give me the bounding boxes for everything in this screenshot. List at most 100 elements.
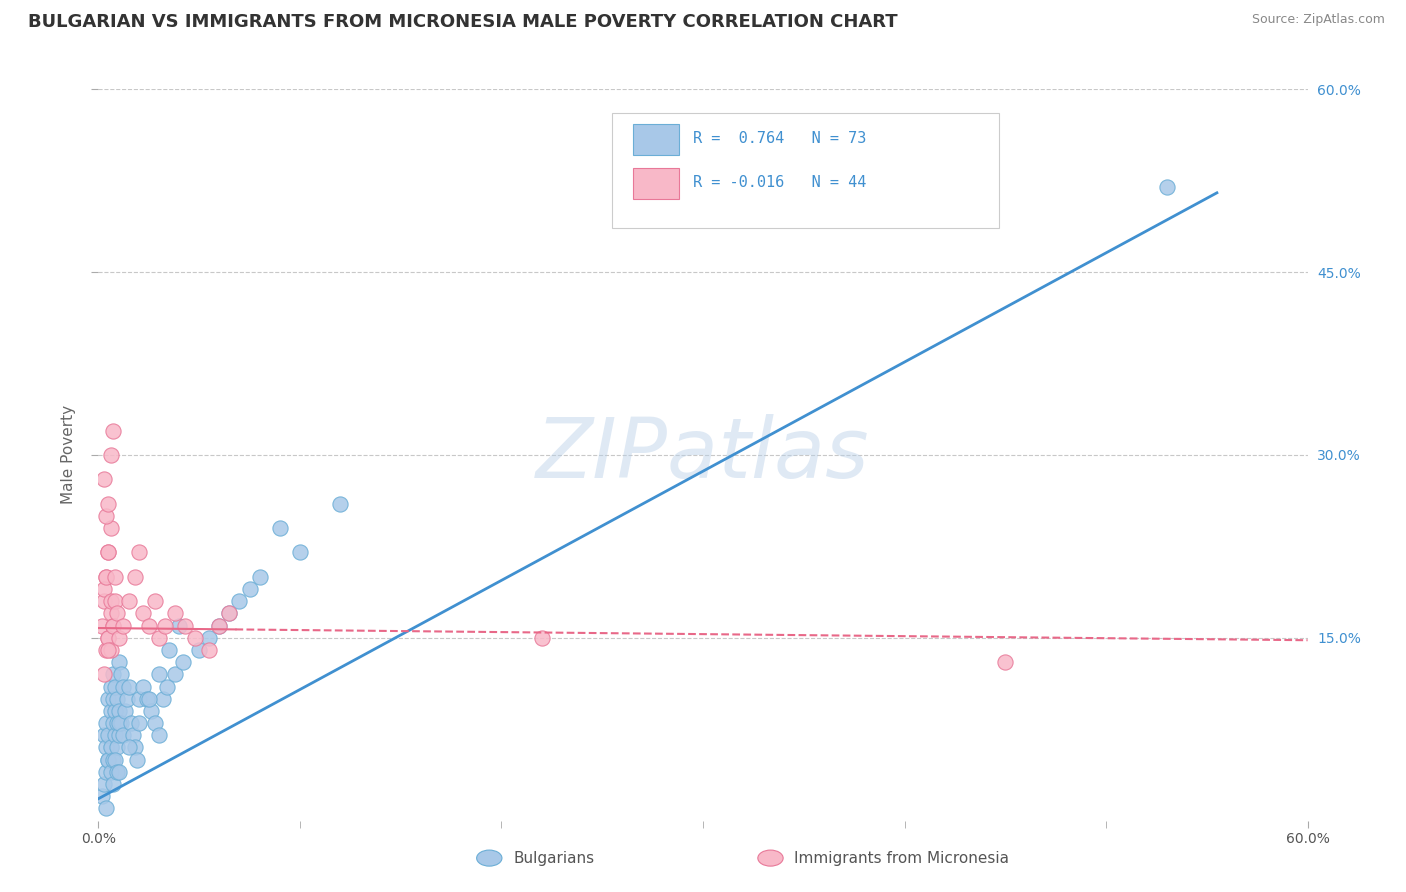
Point — [105, 740, 128, 755]
Point — [994, 655, 1017, 669]
Point — [132, 607, 155, 621]
Circle shape — [477, 850, 502, 866]
Point — [107, 631, 129, 645]
Point — [100, 607, 122, 621]
Point — [96, 508, 118, 523]
Point — [97, 753, 120, 767]
Point — [111, 618, 134, 632]
Point — [124, 740, 146, 755]
Point — [288, 545, 311, 559]
Point — [96, 716, 118, 731]
Point — [93, 777, 115, 791]
Point — [135, 691, 157, 706]
Point — [107, 704, 129, 718]
Point — [97, 753, 120, 767]
Point — [163, 607, 186, 621]
Point — [249, 570, 271, 584]
Point — [93, 582, 115, 596]
Point — [218, 607, 240, 621]
Point — [218, 607, 240, 621]
Point — [103, 704, 125, 718]
Text: BULGARIAN VS IMMIGRANTS FROM MICRONESIA MALE POVERTY CORRELATION CHART: BULGARIAN VS IMMIGRANTS FROM MICRONESIA … — [28, 13, 898, 31]
Point — [198, 631, 221, 645]
Point — [111, 728, 134, 742]
Point — [118, 680, 141, 694]
Point — [96, 570, 118, 584]
Point — [101, 618, 124, 632]
Point — [1156, 179, 1178, 194]
Point — [96, 740, 118, 755]
Point — [97, 643, 120, 657]
Point — [100, 764, 122, 779]
Point — [163, 667, 186, 681]
Point — [97, 631, 120, 645]
Text: Source: ZipAtlas.com: Source: ZipAtlas.com — [1251, 13, 1385, 27]
Point — [96, 764, 118, 779]
Point — [96, 570, 118, 584]
Point — [115, 691, 138, 706]
FancyBboxPatch shape — [613, 112, 1000, 228]
Point — [128, 691, 150, 706]
Point — [97, 497, 120, 511]
Text: ZIPatlas: ZIPatlas — [536, 415, 870, 495]
Point — [118, 594, 141, 608]
Point — [148, 667, 170, 681]
Point — [107, 728, 129, 742]
Point — [105, 716, 128, 731]
Point — [148, 728, 170, 742]
FancyBboxPatch shape — [633, 124, 679, 155]
Point — [188, 643, 211, 657]
Point — [103, 753, 125, 767]
Point — [91, 618, 114, 632]
Point — [148, 631, 170, 645]
Y-axis label: Male Poverty: Male Poverty — [60, 405, 76, 505]
Point — [184, 631, 207, 645]
Point — [107, 716, 129, 731]
Point — [239, 582, 262, 596]
Point — [329, 497, 352, 511]
Point — [208, 618, 231, 632]
Point — [124, 570, 146, 584]
Point — [128, 716, 150, 731]
Point — [93, 594, 115, 608]
Point — [103, 728, 125, 742]
Point — [100, 594, 122, 608]
Point — [93, 667, 115, 681]
Point — [143, 594, 166, 608]
Circle shape — [758, 850, 783, 866]
Point — [101, 777, 124, 791]
Point — [121, 728, 143, 742]
Point — [269, 521, 291, 535]
Point — [125, 753, 148, 767]
Point — [97, 691, 120, 706]
Point — [138, 691, 160, 706]
Point — [96, 643, 118, 657]
Point — [157, 643, 180, 657]
Point — [120, 716, 142, 731]
Point — [114, 704, 136, 718]
Point — [228, 594, 250, 608]
Point — [101, 618, 124, 632]
Point — [118, 740, 141, 755]
Point — [107, 655, 129, 669]
Point — [100, 521, 122, 535]
Point — [100, 704, 122, 718]
Point — [101, 691, 124, 706]
Point — [100, 680, 122, 694]
Point — [91, 789, 114, 804]
Point — [139, 704, 162, 718]
Point — [105, 764, 128, 779]
Point — [101, 716, 124, 731]
Point — [100, 643, 122, 657]
Point — [100, 740, 122, 755]
Text: Immigrants from Micronesia: Immigrants from Micronesia — [794, 851, 1010, 865]
Point — [153, 618, 176, 632]
Text: Bulgarians: Bulgarians — [513, 851, 595, 865]
Point — [174, 618, 197, 632]
Point — [111, 680, 134, 694]
Point — [167, 618, 190, 632]
Point — [97, 728, 120, 742]
Point — [97, 631, 120, 645]
Point — [128, 545, 150, 559]
Point — [132, 680, 155, 694]
